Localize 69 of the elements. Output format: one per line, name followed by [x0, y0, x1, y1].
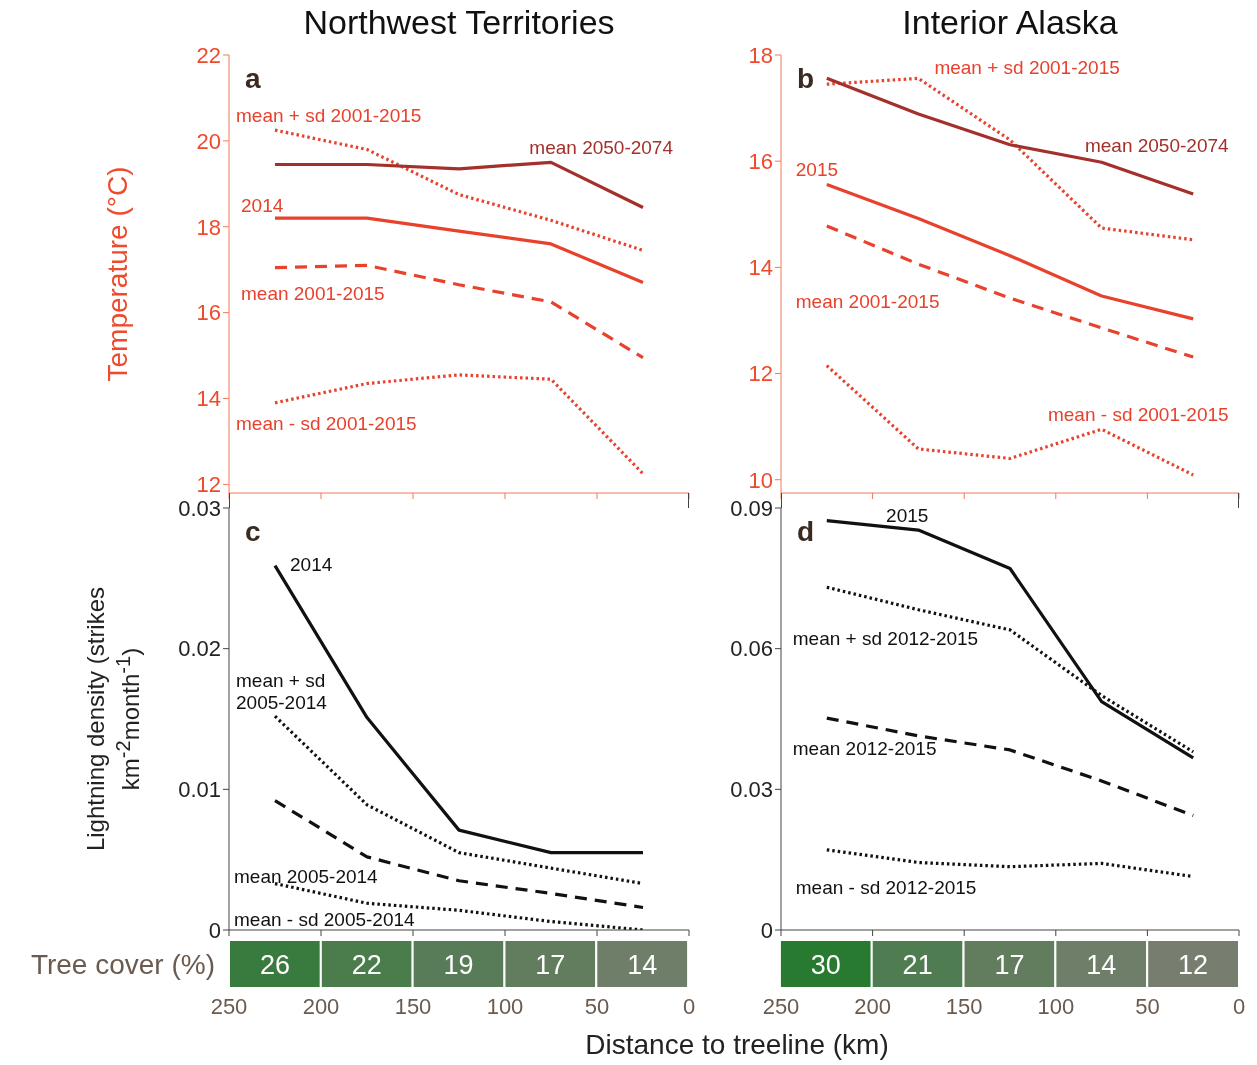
- y-tick-label: 16: [196, 300, 221, 326]
- y-tick-label: 0: [760, 917, 773, 943]
- y-tick-label: 18: [196, 214, 221, 240]
- series-label: mean + sd 2001-2015: [934, 57, 1120, 79]
- series-label: 2014: [290, 553, 333, 575]
- series-label: mean + sd 2005-2014: [236, 670, 328, 714]
- data-label: 22: [351, 950, 382, 980]
- series-label: mean - sd 2012-2015: [795, 876, 977, 898]
- y-tick-label: 12: [196, 472, 221, 498]
- series-label: mean 2005-2014: [234, 865, 379, 887]
- x-tick-label: 150: [394, 993, 432, 1019]
- data-label: 30: [810, 950, 841, 980]
- annotation: c: [245, 516, 261, 548]
- series-label: mean - sd 2001-2015: [236, 412, 417, 434]
- x-tick-label: 100: [486, 993, 524, 1019]
- x-tick-label: 200: [854, 993, 891, 1019]
- annotation: d: [797, 516, 815, 548]
- series-label: 2015: [886, 505, 929, 527]
- data-label: 21: [902, 950, 933, 980]
- y-tick-label: 20: [196, 128, 221, 154]
- series-label: mean 2050-2074: [529, 137, 674, 159]
- data-label: 17: [535, 950, 566, 980]
- annotation: b: [797, 63, 815, 95]
- data-label: 14: [1086, 950, 1117, 980]
- x-tick-label: 0: [1232, 993, 1246, 1019]
- x-tick-label: 250: [210, 993, 248, 1019]
- data-label: 17: [994, 950, 1025, 980]
- data-label: 19: [443, 950, 474, 980]
- x-axis-title: Distance to treeline (km): [585, 1029, 889, 1061]
- series-label: mean + sd 2001-2015: [236, 105, 422, 127]
- series-label: mean 2001-2015: [795, 290, 940, 312]
- data-label: 26: [259, 950, 290, 980]
- y-tick-label: Tree cover (%): [30, 949, 215, 980]
- series-label: mean 2001-2015: [241, 282, 385, 304]
- x-tick-label: 50: [1135, 993, 1160, 1019]
- series-label: 2015: [795, 158, 839, 180]
- y-tick-label: 0.06: [730, 636, 773, 662]
- series-label: mean 2050-2074: [1084, 135, 1230, 157]
- y-tick-label: 12: [748, 361, 773, 387]
- y-axis-title: Temperature (°C): [101, 165, 135, 384]
- data-label: 14: [627, 950, 658, 980]
- data-label: 12: [1178, 950, 1209, 980]
- y-tick-label: 0.03: [178, 495, 221, 521]
- y-tick-label: 22: [196, 42, 221, 68]
- chart-title: Interior Alaska: [902, 3, 1118, 42]
- y-tick-label: 0.01: [178, 777, 221, 803]
- y-tick-label: 16: [748, 148, 773, 174]
- x-tick-label: 50: [584, 993, 610, 1019]
- y-tick-label: 0.03: [730, 777, 773, 803]
- x-tick-label: 150: [945, 993, 983, 1019]
- chart-title: Northwest Territories: [303, 3, 615, 42]
- series-label: mean - sd 2001-2015: [1047, 404, 1229, 426]
- x-tick-label: 100: [1037, 993, 1075, 1019]
- line-series: [273, 216, 645, 285]
- series-label: mean + sd 2012-2015: [792, 628, 979, 650]
- y-tick-label: 14: [196, 386, 221, 412]
- annotation: a: [245, 63, 261, 95]
- series-label: mean 2012-2015: [792, 738, 937, 760]
- y-tick-label: 10: [748, 467, 773, 493]
- x-tick-label: 200: [302, 993, 340, 1019]
- y-tick-label: 0: [208, 917, 221, 943]
- y-tick-label: 18: [748, 42, 773, 68]
- series-label: mean - sd 2005-2014: [234, 908, 416, 930]
- series-label: 2014: [241, 195, 284, 217]
- y-tick-label: 0.02: [178, 636, 221, 662]
- y-tick-label: 14: [748, 255, 773, 281]
- y-tick-label: 0.09: [730, 495, 773, 521]
- x-tick-label: 0: [682, 993, 696, 1019]
- x-tick-label: 250: [762, 993, 800, 1019]
